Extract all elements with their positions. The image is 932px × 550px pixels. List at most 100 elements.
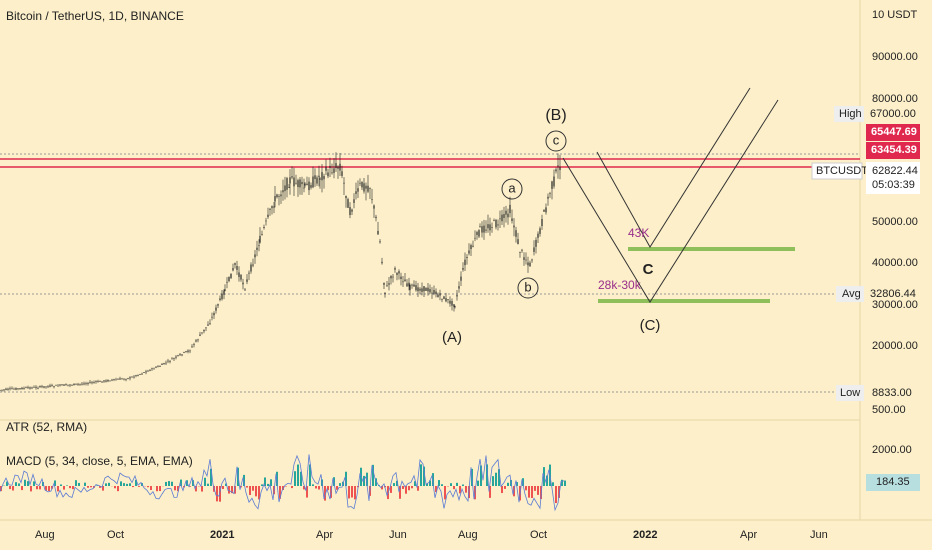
candle-body: [491, 227, 493, 228]
macd-bar: [423, 466, 425, 486]
macd-bar: [552, 482, 554, 486]
candle-body: [429, 289, 431, 293]
candle-body: [211, 316, 213, 318]
macd-bar: [441, 484, 443, 486]
candle-body: [357, 188, 359, 192]
candle-body: [51, 385, 53, 386]
candle-body: [419, 288, 421, 291]
candle-body: [417, 287, 419, 292]
candle-body: [71, 384, 73, 386]
macd-bar: [450, 483, 452, 486]
candle-body: [269, 208, 271, 210]
mark-price: 65447.69: [871, 126, 917, 138]
macd-bar: [225, 483, 227, 486]
macd-bar: [534, 486, 536, 491]
macd-bar: [33, 481, 35, 486]
macd-bar: [156, 486, 158, 492]
candle-body: [384, 292, 386, 294]
candle-body: [310, 185, 312, 188]
macd-bar: [504, 486, 506, 489]
candle-body: [456, 295, 458, 297]
macd-bar: [180, 479, 182, 486]
macd-bar: [426, 483, 428, 486]
candle-body: [43, 386, 45, 388]
price-tick: 20000.00: [872, 340, 918, 352]
candle-body: [331, 172, 333, 174]
macd-bar: [21, 486, 23, 491]
candle-body: [207, 324, 209, 326]
candle-body: [267, 214, 269, 218]
candle-body: [31, 387, 33, 389]
candle-body: [25, 387, 27, 389]
macd-bar: [315, 486, 317, 489]
macd-bar: [336, 486, 338, 490]
candle-body: [325, 166, 327, 171]
candle-body: [521, 249, 523, 251]
candle-body: [3, 389, 5, 391]
candle-body: [381, 261, 383, 264]
candle-body: [304, 183, 306, 186]
candle-body: [555, 169, 557, 172]
candle-body: [119, 378, 121, 380]
candle-body: [539, 228, 541, 234]
candle-body: [5, 388, 7, 390]
macd-bar: [219, 486, 221, 502]
candle-body: [553, 176, 555, 187]
candle-body: [499, 218, 501, 220]
candle-body: [55, 384, 57, 386]
price-tick: 90000.00: [872, 51, 918, 63]
macd-bar: [420, 464, 422, 486]
candle-body: [379, 241, 381, 243]
macd-bar: [306, 486, 308, 498]
candle-body: [423, 286, 425, 292]
candle-body: [483, 225, 485, 233]
macd-bar: [60, 484, 62, 486]
candle-body: [559, 166, 561, 171]
candle-body: [234, 263, 236, 265]
macd-bar: [351, 486, 353, 498]
candle-body: [81, 383, 83, 385]
candle-body: [147, 370, 149, 372]
macd-bar: [123, 483, 125, 486]
candle-body: [321, 172, 323, 181]
macd-bar: [75, 480, 77, 486]
macd-bar: [516, 482, 518, 486]
candle-body: [529, 262, 531, 267]
candle-body: [169, 361, 171, 363]
target-label: 28k-30k: [598, 278, 642, 292]
candle-body: [377, 230, 379, 235]
candle-body: [433, 289, 435, 294]
macd-bar: [396, 480, 398, 486]
macd-bar: [525, 486, 527, 491]
macd-bar: [267, 483, 269, 486]
macd-bar: [324, 486, 326, 501]
candle-body: [215, 307, 217, 311]
macd-bar: [63, 486, 65, 490]
indicator-value: 184.35: [876, 476, 910, 488]
time-tick: Oct: [107, 529, 124, 541]
macd-bar: [312, 484, 314, 486]
candle-body: [157, 366, 159, 368]
macd-bar: [477, 480, 479, 486]
candle-body: [373, 205, 375, 209]
candle-body: [13, 388, 15, 390]
candle-body: [425, 287, 427, 291]
candle-body: [107, 379, 109, 382]
candle-body: [183, 352, 185, 353]
last-price: 62822.44: [872, 165, 918, 177]
candle-body: [411, 284, 413, 286]
candle-body: [91, 382, 93, 384]
candle-body: [421, 288, 423, 292]
candle-body: [135, 375, 137, 376]
candle-body: [69, 384, 71, 386]
candle-body: [223, 290, 225, 295]
candle-body: [131, 376, 133, 378]
macd-bar: [255, 486, 257, 497]
avg-price: 32806.44: [870, 288, 916, 300]
candle-body: [394, 268, 396, 270]
candle-body: [515, 230, 517, 237]
candle-body: [353, 199, 355, 203]
candle-body: [396, 273, 398, 275]
macd-bar: [126, 483, 128, 486]
candle-body: [259, 235, 261, 243]
